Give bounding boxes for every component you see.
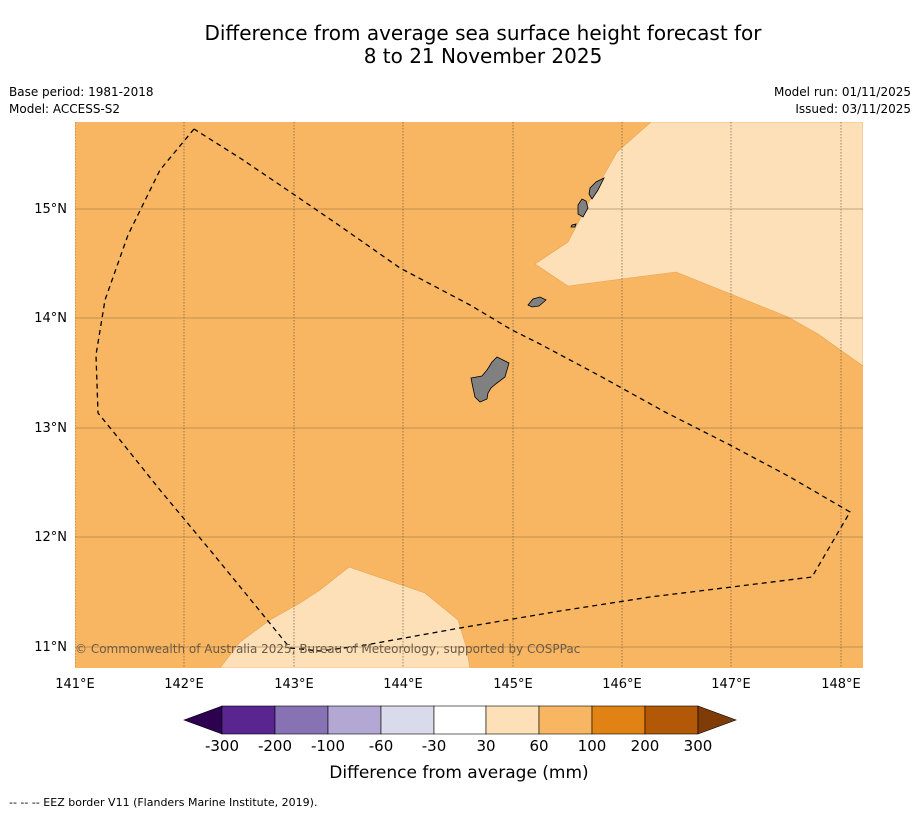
colorbar-tick-60: 60 [529, 737, 548, 755]
latitude-lines [75, 208, 863, 648]
colorbar-tick-300: 300 [684, 737, 713, 755]
base-period-label: Base period: 1981-2018 [9, 85, 154, 99]
colorbar-swatch-8 [591, 705, 646, 735]
colorbar-ticks: -300 -200 -100 -60 -30 30 60 100 200 300 [205, 737, 712, 755]
guam-island [470, 356, 510, 403]
lon-label-148e: 148°E [821, 677, 861, 692]
colorbar-tick-200: 200 [631, 737, 660, 755]
lat-label-13n: 13°N [34, 421, 67, 436]
colorbar-swatch-9 [644, 705, 699, 735]
islands [470, 177, 605, 403]
eez-footnote: -- -- -- EEZ border V11 (Flanders Marine… [9, 796, 318, 809]
colorbar-tick-minus-200: -200 [258, 737, 292, 755]
colorbar-tick-30: 30 [476, 737, 495, 755]
colorbar-swatch-7 [538, 705, 593, 735]
model-run-label: Model run: 01/11/2025 [773, 85, 911, 99]
issued-label: Issued: 03/11/2025 [795, 102, 911, 116]
title-line-2: 8 to 21 November 2025 [363, 44, 603, 68]
eez-border [95, 128, 851, 652]
rota-island [527, 296, 547, 308]
lat-label-12n: 12°N [34, 530, 67, 545]
title-line-1: Difference from average sea surface heig… [204, 21, 762, 45]
lon-label-143e: 143°E [274, 677, 314, 692]
tinian-island [577, 198, 589, 218]
longitude-labels: 141°E 142°E 143°E 144°E 145°E 146°E 147°… [55, 677, 861, 692]
copyright-notice: © Commonwealth of Australia 2025, Bureau… [75, 642, 580, 656]
colorbar-swatch-3 [327, 705, 382, 735]
chart-title: Difference from average sea surface heig… [0, 22, 919, 68]
map-panel: © Commonwealth of Australia 2025, Bureau… [75, 122, 863, 668]
colorbar-tick-minus-100: -100 [311, 737, 345, 755]
colorbar-title: Difference from average (mm) [329, 763, 588, 783]
lat-label-14n: 14°N [34, 311, 67, 326]
lon-label-142e: 142°E [164, 677, 204, 692]
colorbar-tick-minus-60: -60 [369, 737, 394, 755]
meta-right: Model run: 01/11/2025 Issued: 03/11/2025 [774, 84, 911, 118]
colorbar-tick-minus-300: -300 [205, 737, 239, 755]
aguijan-islet [570, 223, 577, 228]
lat-label-15n: 15°N [34, 202, 67, 217]
saipan-island [588, 177, 605, 200]
colorbar-tick-100: 100 [578, 737, 607, 755]
lon-label-145e: 145°E [493, 677, 533, 692]
anomaly-30-60-region-south [219, 566, 471, 668]
colorbar-under-arrow [183, 705, 223, 735]
lon-label-141e: 141°E [55, 677, 95, 692]
graticule [75, 122, 842, 668]
colorbar-swatch-6 [485, 705, 540, 735]
lon-label-144e: 144°E [383, 677, 423, 692]
colorbar-swatch-2 [274, 705, 329, 735]
latitude-labels: 15°N 14°N 13°N 12°N 11°N [34, 202, 67, 655]
lat-label-11n: 11°N [34, 640, 67, 655]
lon-label-146e: 146°E [602, 677, 642, 692]
colorbar-tick-minus-30: -30 [422, 737, 447, 755]
model-label: Model: ACCESS-S2 [9, 102, 121, 116]
colorbar-swatch-1 [221, 705, 276, 735]
colorbar-swatch-4 [380, 705, 435, 735]
colorbar-over-arrow [697, 705, 737, 735]
colorbar [183, 705, 737, 735]
meta-left: Base period: 1981-2018 Model: ACCESS-S2 [9, 84, 154, 118]
lon-label-147e: 147°E [711, 677, 751, 692]
colorbar-swatch-5 [433, 705, 487, 735]
